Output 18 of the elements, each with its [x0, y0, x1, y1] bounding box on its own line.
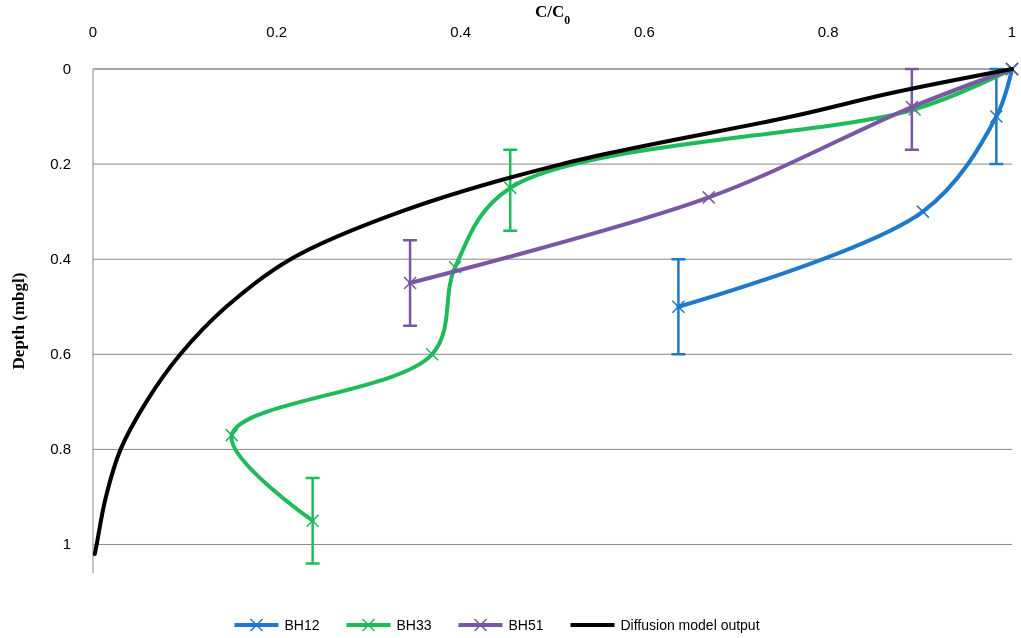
y-tick-label: 0 — [62, 60, 71, 77]
x-tick-label: 1 — [1007, 23, 1017, 40]
y-tick-label: 0.8 — [50, 440, 71, 458]
legend-label: BH33 — [396, 617, 432, 633]
y-tick-label: 1 — [62, 535, 71, 553]
y-tick-label: 0.4 — [50, 250, 71, 268]
x-tick-label: 0.2 — [266, 23, 288, 40]
x-tick-label: 0.8 — [817, 23, 839, 40]
y-tick-label: 0.6 — [50, 345, 71, 363]
y-axis-title: Depth (mbgl) — [9, 272, 28, 370]
x-tick-label: 0.4 — [450, 23, 472, 40]
legend-label: BH12 — [284, 617, 320, 633]
x-tick-label: 0 — [88, 23, 98, 40]
x-tick-label: 0.6 — [633, 23, 655, 40]
y-tick-label: 0.2 — [50, 155, 71, 173]
legend-label: Diffusion model output — [620, 617, 760, 633]
x-axis-title: C/C$_{0}$ — [534, 2, 571, 27]
legend-label: BH51 — [508, 617, 544, 633]
